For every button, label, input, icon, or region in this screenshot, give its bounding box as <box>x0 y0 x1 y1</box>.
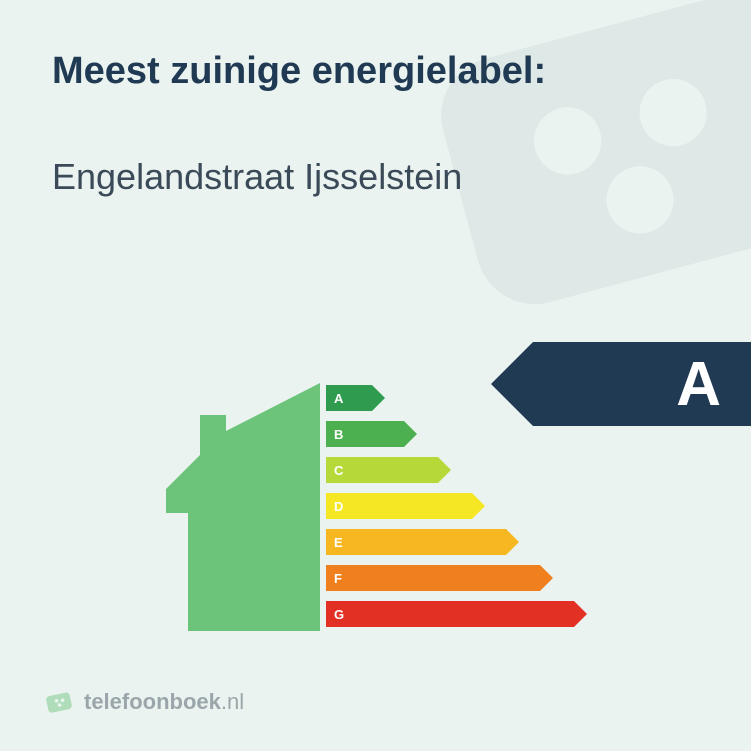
footer-brand-suffix: .nl <box>221 689 244 715</box>
energy-bar-row: G <box>326 599 591 629</box>
rating-letter: A <box>676 349 721 420</box>
house-icon <box>160 383 320 631</box>
energy-bar-label: A <box>334 391 343 406</box>
footer-brand-name: telefoonboek <box>84 689 221 715</box>
footer-brand: telefoonboek.nl <box>44 687 244 717</box>
energy-bar-row: C <box>326 455 591 485</box>
energy-bar: G <box>326 601 574 627</box>
info-card: Meest zuinige energielabel: Engelandstra… <box>0 0 751 751</box>
energy-bar: C <box>326 457 438 483</box>
energy-bar: B <box>326 421 404 447</box>
energy-bar: E <box>326 529 506 555</box>
footer-logo-icon <box>44 687 74 717</box>
energy-bar-label: E <box>334 535 343 550</box>
energy-bar-label: C <box>334 463 343 478</box>
energy-bar: F <box>326 565 540 591</box>
energy-bar-row: F <box>326 563 591 593</box>
energy-bar: D <box>326 493 472 519</box>
energy-bar-label: D <box>334 499 343 514</box>
rating-badge: A <box>533 342 751 426</box>
energy-bar-row: E <box>326 527 591 557</box>
energy-bar-label: F <box>334 571 342 586</box>
house-icon-col <box>160 383 320 631</box>
energy-bar-label: B <box>334 427 343 442</box>
energy-bar-label: G <box>334 607 344 622</box>
energy-bar: A <box>326 385 372 411</box>
energy-bar-row: D <box>326 491 591 521</box>
